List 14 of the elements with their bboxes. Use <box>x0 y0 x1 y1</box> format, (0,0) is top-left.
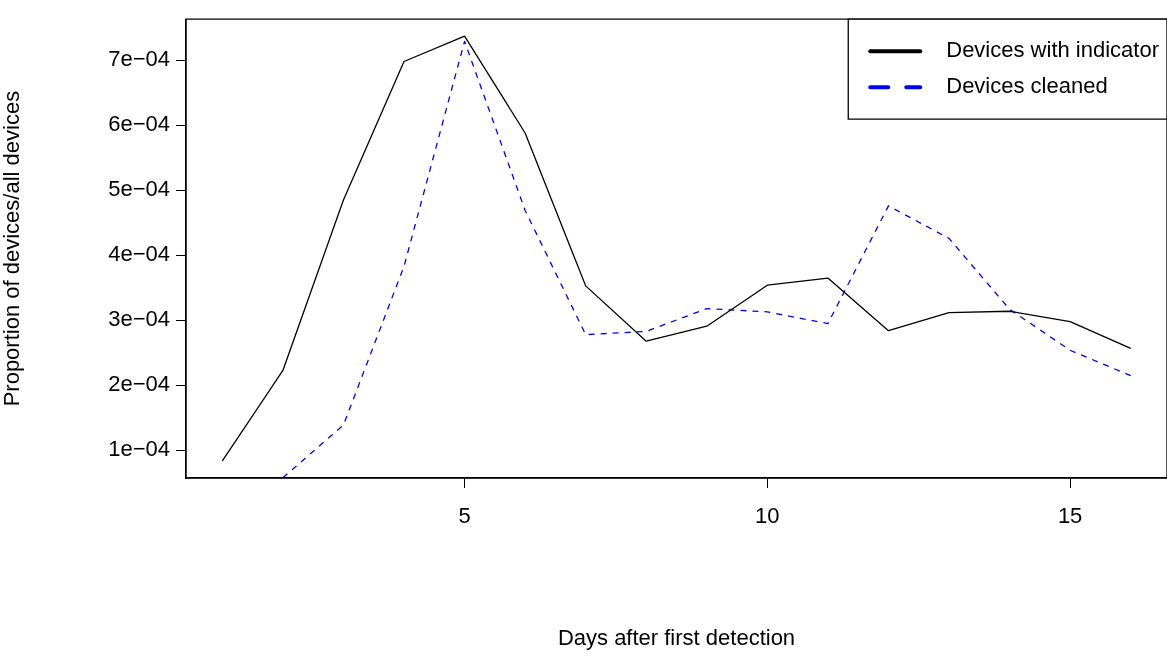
x-tick-label: 5 <box>458 503 471 529</box>
x-tick-label: 15 <box>1057 503 1083 529</box>
x-axis-title: Days after first detection <box>557 624 796 650</box>
y-tick-label: 2e−04 <box>108 371 170 397</box>
legend-label: Devices with indicator <box>946 37 1159 63</box>
y-axis-title: Proportion of devices/all devices <box>0 90 25 407</box>
x-tick-label: 10 <box>755 503 780 529</box>
y-tick-label: 3e−04 <box>108 306 170 332</box>
legend-label: Devices cleaned <box>946 73 1108 99</box>
y-tick-label: 6e−04 <box>108 111 170 137</box>
y-tick-label: 7e−04 <box>108 46 170 72</box>
y-tick-label: 4e−04 <box>108 241 170 267</box>
y-tick-label: 1e−04 <box>108 436 170 462</box>
y-tick-label: 5e−04 <box>108 176 170 202</box>
